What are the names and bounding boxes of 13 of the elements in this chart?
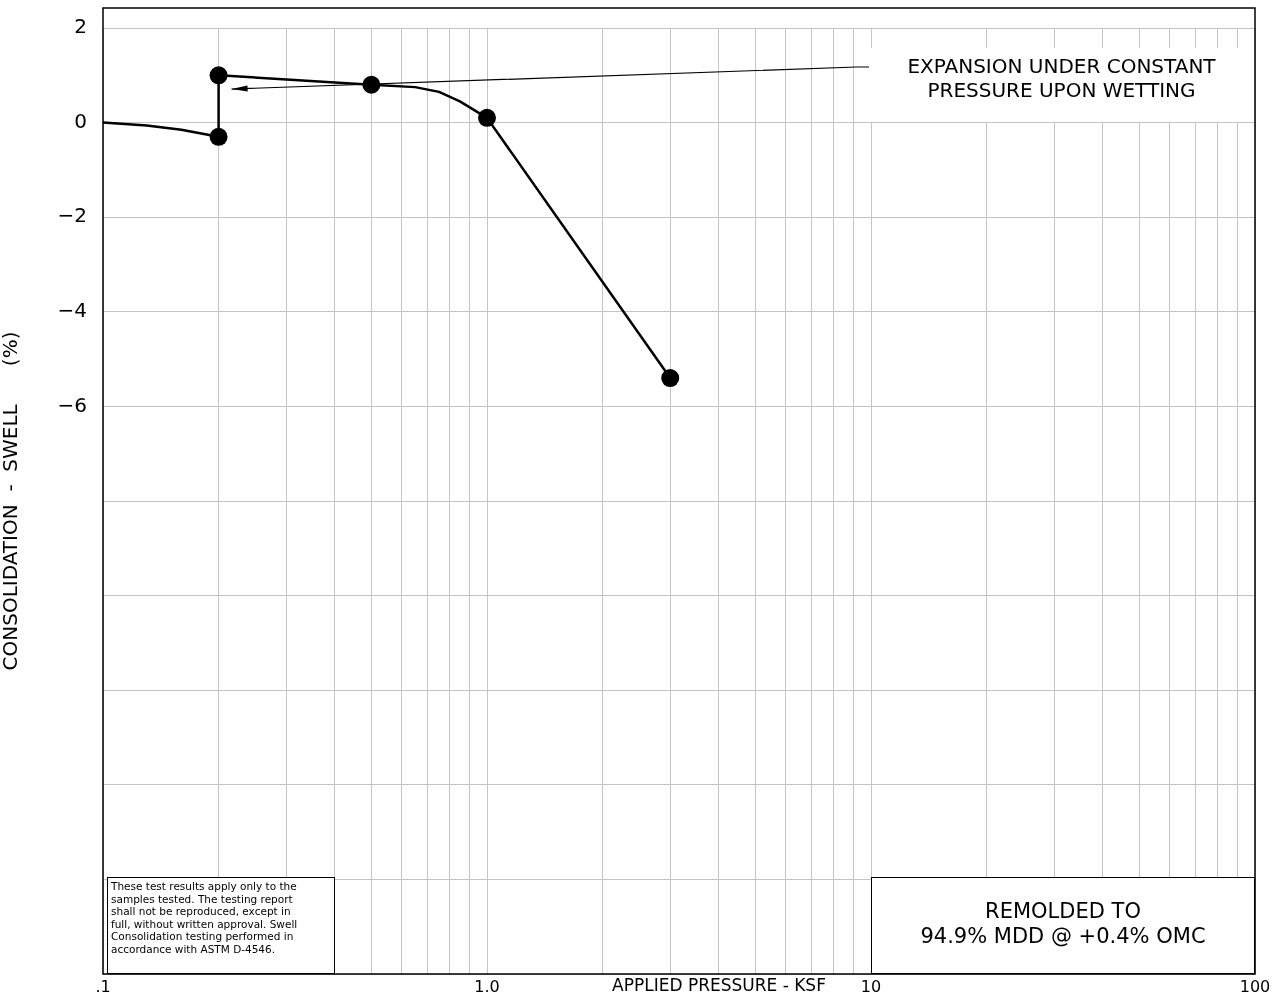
y-axis-title: CONSOLIDATION - SWELL (%) — [0, 331, 23, 671]
y-tick-label: −2 — [57, 203, 87, 228]
y-tick-label: −6 — [57, 392, 87, 417]
x-tick-label: 100 — [1239, 976, 1271, 996]
disclaimer-note: These test results apply only to the samples tested. The testing report shall not be reproduced, except in full, without written approval. Swell Consolidation testing performed in accordance with ASTM D-4546. — [107, 877, 335, 974]
x-tick-label: 10 — [860, 976, 882, 996]
x-tick-label: 1.0 — [474, 976, 500, 996]
y-tick-label: 2 — [74, 14, 87, 39]
x-axis-title: APPLIED PRESSURE - KSF — [612, 974, 826, 995]
y-tick-label: −4 — [57, 298, 87, 322]
y-tick-label: 0 — [74, 108, 87, 133]
x-tick-label: .1 — [95, 976, 111, 996]
remolded-note: REMOLDED TO 94.9% MDD @ +0.4% OMC — [871, 877, 1255, 974]
